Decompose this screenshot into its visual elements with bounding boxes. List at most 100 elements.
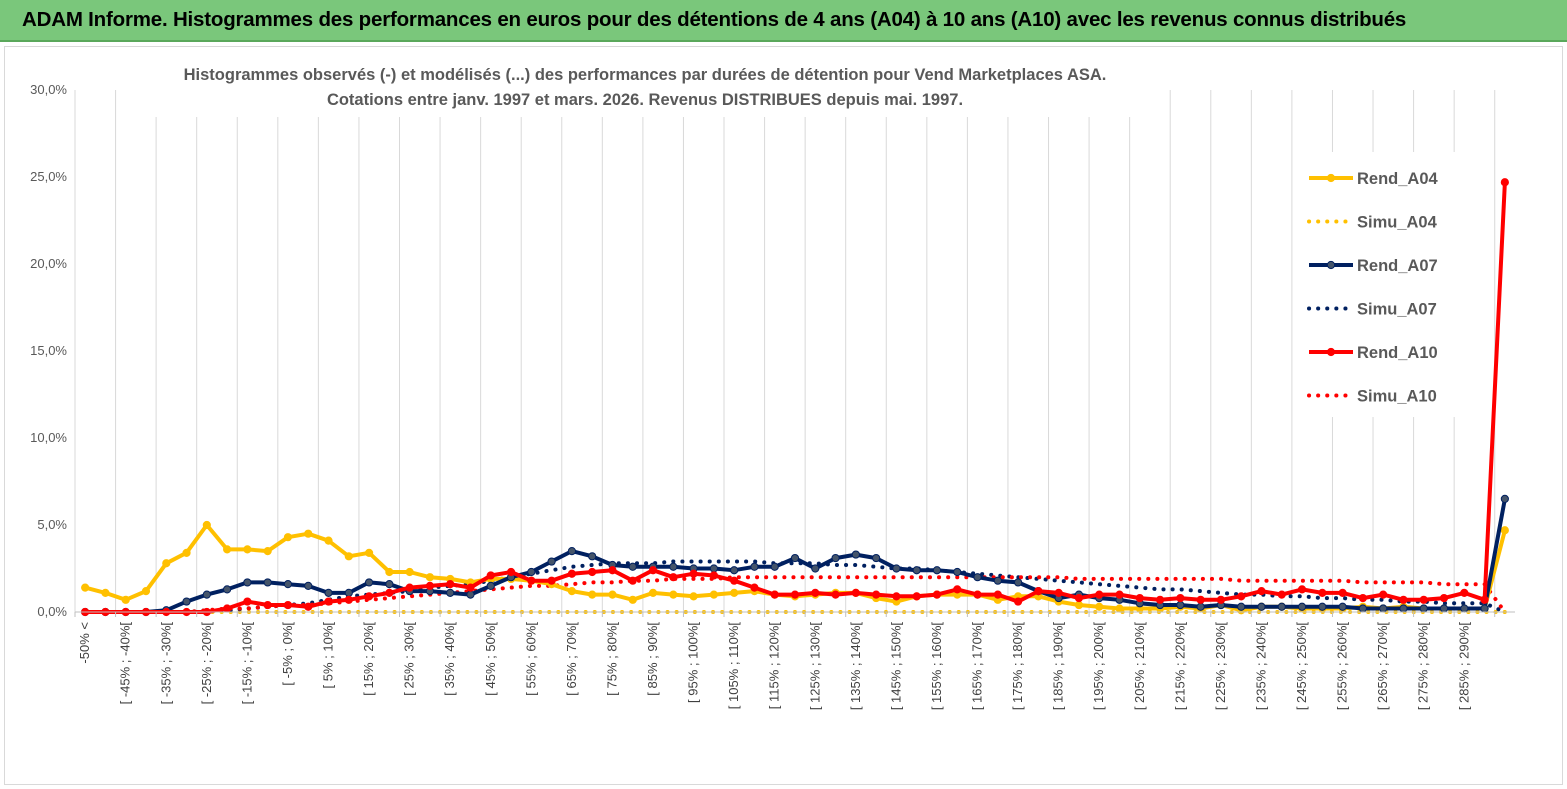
data-point [770, 562, 779, 571]
data-point [486, 581, 495, 591]
data-point [730, 566, 739, 575]
data-point [1500, 494, 1509, 503]
x-tick-label: [ 185% ; 190%[ [1051, 622, 1066, 711]
legend-marker [1326, 260, 1336, 270]
data-point [344, 588, 353, 597]
data-point [1237, 602, 1246, 611]
series-line [83, 559, 1507, 614]
data-point [811, 588, 820, 597]
data-point [324, 536, 333, 545]
legend-item: Simu_A10 [1307, 388, 1437, 406]
chart-title-line: Cotations entre janv. 1997 et mars. 2026… [327, 91, 963, 109]
data-point [831, 590, 840, 599]
data-point [425, 581, 435, 591]
series-rend-a04 [81, 520, 1509, 615]
y-tick-label: 25,0% [30, 169, 67, 184]
series-rend-a10 [81, 178, 1509, 617]
data-point [283, 580, 293, 589]
legend-item: Rend_A10 [1309, 344, 1438, 362]
x-tick-label: [ 65% ; 70%[ [564, 622, 579, 696]
data-point [547, 557, 556, 566]
data-point [669, 590, 678, 599]
data-point [1460, 588, 1469, 597]
data-point [263, 600, 272, 610]
data-point [446, 588, 455, 597]
data-point [101, 588, 110, 597]
data-point [1500, 178, 1509, 187]
data-point [1095, 602, 1104, 611]
data-point [1013, 597, 1023, 606]
data-point [892, 592, 901, 601]
y-tick-label: 0,0% [37, 604, 67, 619]
data-point [1115, 604, 1124, 613]
data-point [364, 578, 374, 587]
x-tick-label: [ 105% ; 110%[ [726, 622, 741, 710]
data-point [669, 562, 678, 571]
data-point [790, 553, 800, 563]
data-point [1399, 595, 1408, 604]
data-point [1338, 602, 1347, 611]
data-point [709, 590, 718, 599]
data-point [1379, 604, 1388, 613]
x-tick-label: [ 15% ; 20%[ [361, 622, 376, 696]
x-tick-label: [ 215% ; 220%[ [1172, 622, 1187, 711]
grid-layer [74, 90, 1496, 612]
data-point [993, 576, 1002, 585]
data-point [831, 553, 840, 563]
data-point [1257, 587, 1266, 596]
report-title-banner: ADAM Informe. Histogrammes des performan… [0, 0, 1567, 42]
data-point [1379, 590, 1388, 599]
data-point [750, 583, 759, 592]
data-point [811, 564, 820, 573]
data-point [121, 595, 130, 604]
data-point [993, 590, 1002, 599]
y-tick-label: 20,0% [30, 256, 67, 271]
data-point [770, 590, 779, 599]
data-point [1500, 526, 1509, 535]
y-tick-label: 5,0% [37, 517, 67, 532]
data-point [1013, 578, 1023, 587]
data-point [1176, 600, 1185, 610]
data-point [243, 597, 252, 606]
data-point [1419, 604, 1428, 613]
data-point [506, 567, 516, 577]
data-point [1358, 604, 1367, 613]
data-point [283, 600, 293, 610]
data-point [953, 585, 962, 594]
data-point [527, 567, 536, 577]
x-tick-label: [ 165% ; 170%[ [970, 622, 985, 711]
x-tick-label: [ 145% ; 150%[ [888, 622, 903, 711]
data-point [973, 573, 982, 582]
data-point [1480, 604, 1489, 613]
data-point [973, 590, 982, 599]
data-point [628, 595, 637, 604]
data-point [1318, 588, 1327, 597]
data-point [1480, 595, 1489, 604]
data-point [202, 590, 211, 599]
data-point [567, 587, 577, 596]
data-point [283, 533, 293, 542]
chart-title-background [153, 57, 1138, 117]
chart-title-line: Histogrammes observés (-) et modélisés (… [184, 66, 1107, 84]
data-point [608, 566, 617, 575]
x-tick-label: [ 225% ; 230%[ [1213, 622, 1228, 711]
data-point [953, 567, 962, 577]
x-tick-label: -50% < [77, 622, 92, 664]
data-point [425, 573, 435, 582]
legend-item: Simu_A04 [1307, 214, 1438, 232]
data-point [1196, 595, 1205, 604]
axis-layer: 0,0% 5,0% 10,0% 15,0% 20,0% 25,0% 30,0% -50% < [… [30, 82, 1515, 710]
data-point [1034, 587, 1043, 596]
legend-marker [1326, 347, 1336, 357]
x-tick-label: [ 115% ; 120%[ [767, 622, 782, 710]
data-point [851, 588, 860, 597]
data-point [243, 545, 252, 554]
data-point [892, 564, 901, 573]
legend-item: Rend_A07 [1309, 257, 1438, 275]
data-point [1237, 592, 1246, 601]
x-tick-label: [ 265% ; 270%[ [1375, 622, 1390, 711]
legend-label: Simu_A10 [1357, 388, 1437, 406]
legend-label: Rend_A10 [1357, 344, 1438, 362]
data-point [689, 592, 698, 601]
x-tick-label: [ 75% ; 80%[ [604, 622, 619, 696]
